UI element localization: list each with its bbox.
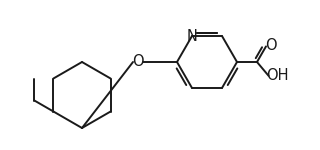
Text: OH: OH — [266, 68, 289, 83]
Text: O: O — [265, 38, 277, 53]
Text: O: O — [132, 54, 144, 69]
Text: N: N — [187, 28, 197, 44]
